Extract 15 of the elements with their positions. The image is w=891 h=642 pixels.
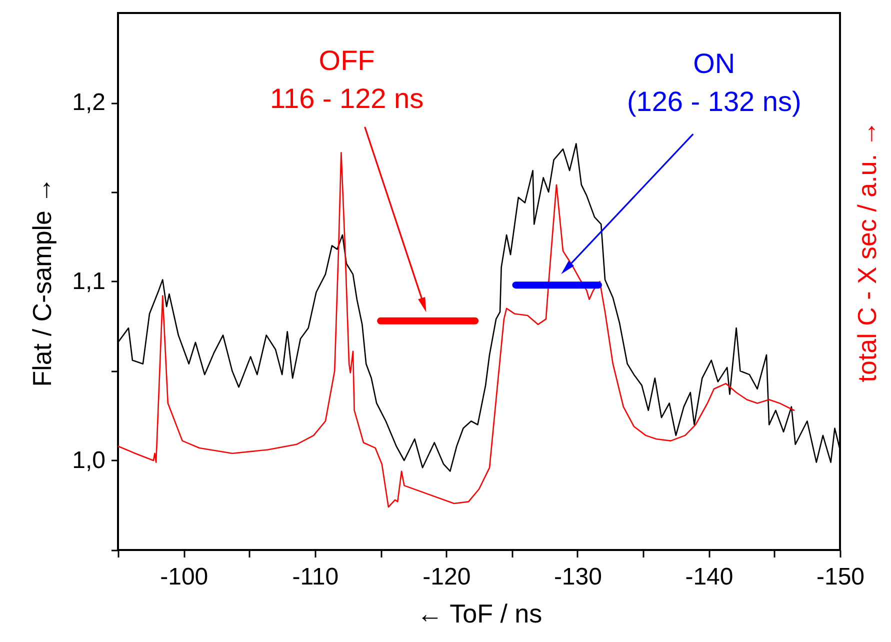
x-tick-label: -130 xyxy=(554,564,602,590)
x-axis-title: ← ToF / ns xyxy=(416,598,542,628)
y-tick-label: 1,0 xyxy=(72,447,106,474)
x-tick-label: -150 xyxy=(816,564,865,590)
line-series xyxy=(118,152,795,508)
y-tick-label: 1,1 xyxy=(72,268,106,295)
x-tick-label: -120 xyxy=(422,564,471,590)
text: ON (126 - 132 ns) xyxy=(626,48,802,118)
y-tick-label: 1,2 xyxy=(72,89,106,116)
x-tick-label: -110 xyxy=(292,564,339,590)
x-tick-label: -100 xyxy=(160,564,208,590)
text: OFF 116 - 122 ns xyxy=(270,44,424,114)
y-axis-title: Flat / C-sample → xyxy=(27,177,58,387)
x-tick-label: -140 xyxy=(685,564,734,590)
y2-axis-title: total C - X sec / a.u. → xyxy=(852,120,882,382)
